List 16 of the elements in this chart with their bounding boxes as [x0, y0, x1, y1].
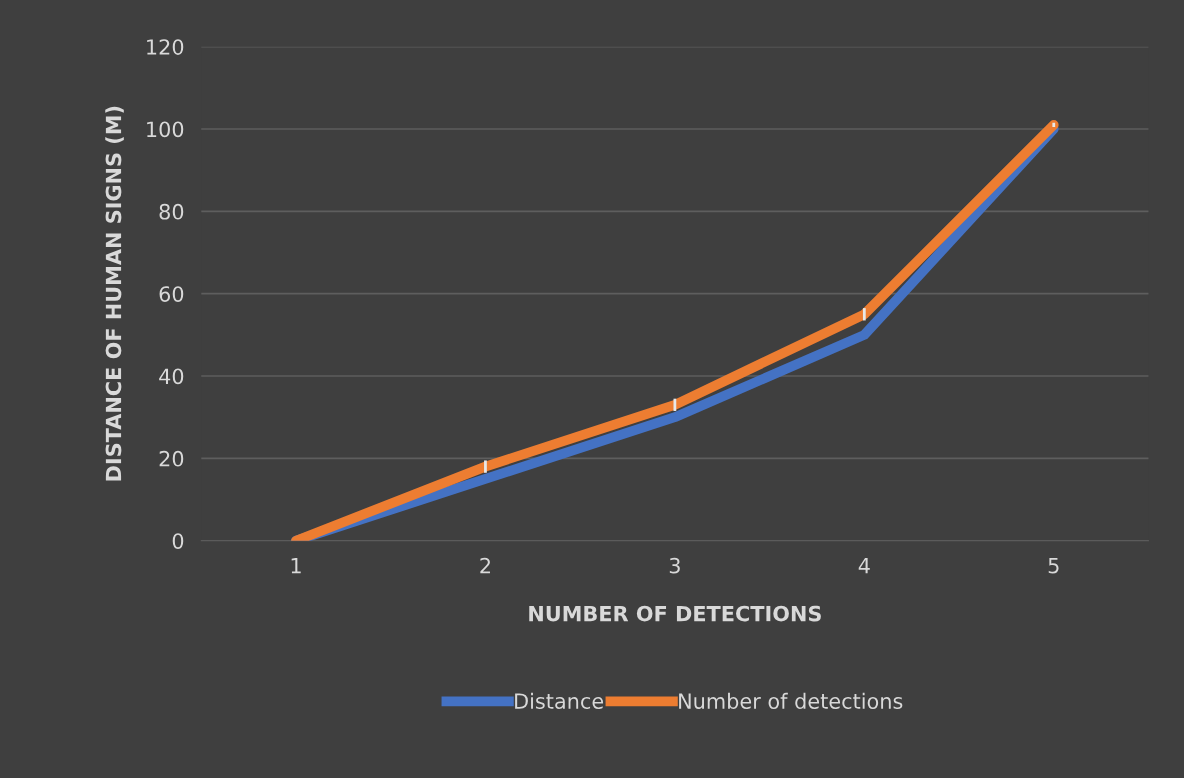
- x-axis-title: NUMBER OF DETECTIONS: [529, 605, 821, 622]
- x-tick-label: 4: [858, 558, 870, 574]
- x-tick-label: 2: [480, 557, 490, 574]
- x-tick-label: 3: [669, 557, 680, 574]
- y-axis-title: DISTANCE OF HUMAN SIGNS (M): [105, 106, 124, 481]
- y-tick-label: 80: [159, 203, 184, 220]
- y-tick-label: 0: [172, 533, 184, 549]
- y-tick-label: 40: [159, 368, 184, 385]
- y-tick-label: 120: [147, 39, 184, 55]
- x-tick-label: 1: [291, 558, 301, 574]
- x-tick-label: 5: [1048, 558, 1059, 574]
- y-tick-label: 20: [159, 450, 184, 467]
- legend-label: Distance: [515, 692, 604, 709]
- y-tick-label: 60: [159, 286, 184, 302]
- legend-label: Number of detections: [679, 692, 903, 709]
- y-tick-label: 100: [147, 121, 184, 138]
